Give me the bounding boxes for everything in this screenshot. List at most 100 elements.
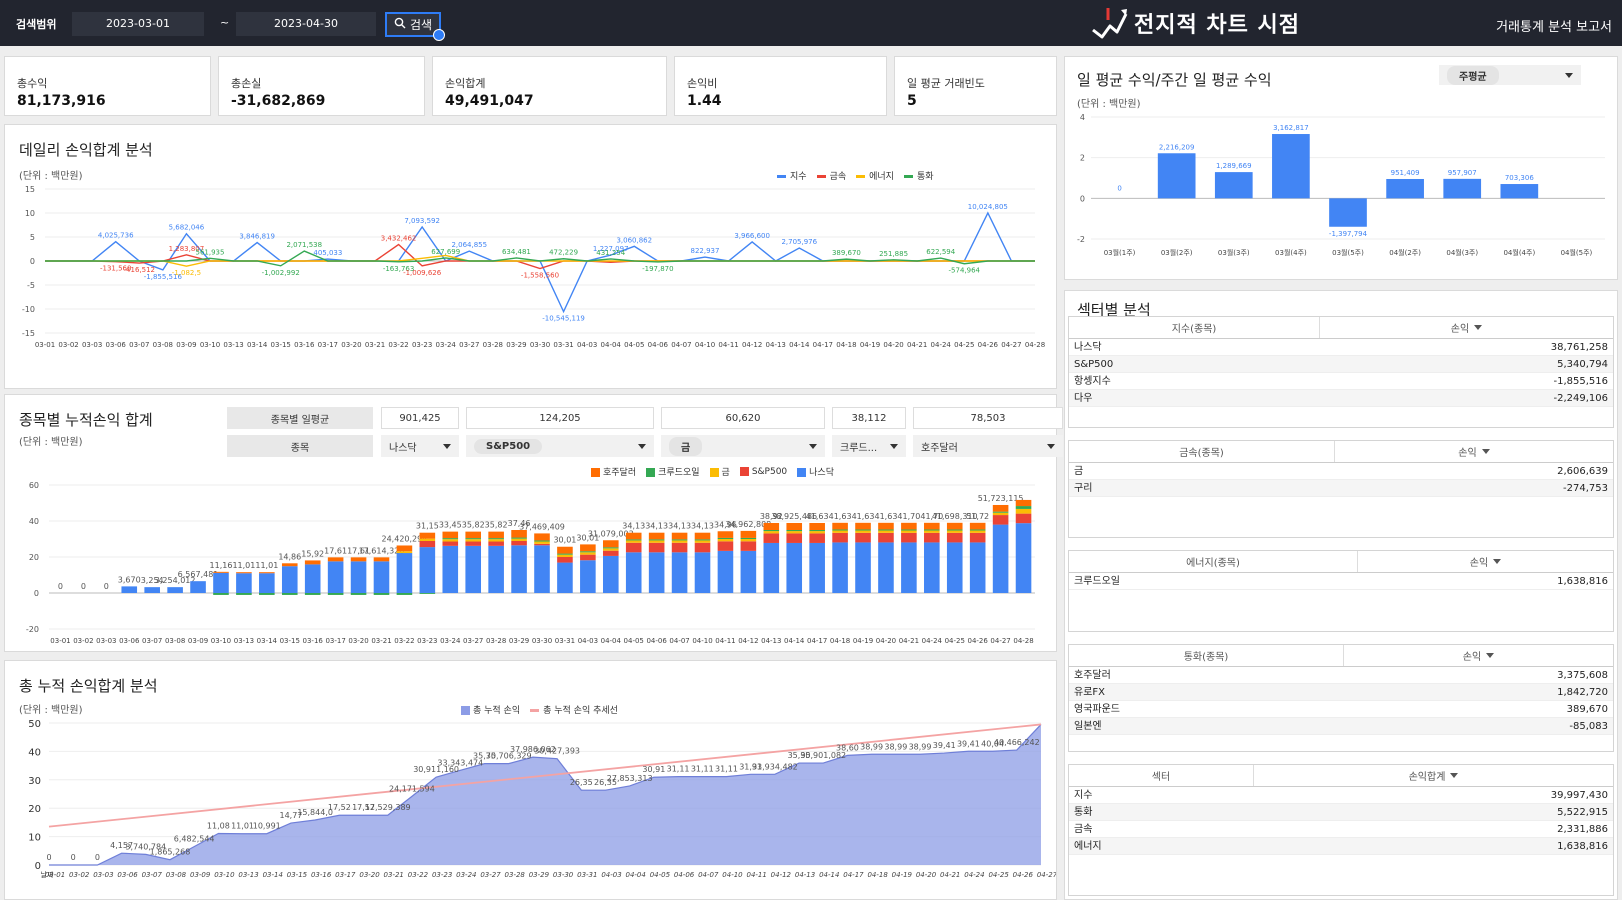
column-header-pnl[interactable]: 손익: [1319, 317, 1613, 338]
kpi-profit-ratio: 손익비 1.44: [674, 56, 887, 116]
bar-S&P500: [855, 532, 871, 543]
bar-S&P500: [717, 541, 734, 551]
x-tick-label: 04-04: [601, 637, 622, 645]
x-tick-label: 03-13: [223, 341, 243, 349]
x-tick-label: 04-11: [718, 341, 738, 349]
bar-나스닥: [213, 572, 229, 593]
x-tick-label: 03-23: [417, 637, 437, 645]
sector-table-index: 지수(종목) 손익 나스닥 38,761,258 S&P500 5,340,794 항…: [1068, 316, 1614, 428]
x-tick-label: 04-17: [813, 341, 833, 349]
column-header-item[interactable]: 에너지(종목): [1186, 558, 1240, 569]
item-dropdown-4[interactable]: 크루드...: [832, 435, 906, 457]
weekly-avg-title: 일 평균 수익/주간 일 평균 수익: [1077, 71, 1272, 89]
y-tick-label: -2: [1077, 235, 1085, 244]
kpi-daily-trade-frequency: 일 평균 거래빈도 5: [894, 56, 1057, 116]
x-tick-label: 04-27: [1001, 341, 1021, 349]
column-header-item[interactable]: 지수(종목): [1171, 324, 1217, 335]
column-header-item[interactable]: 통화(종목): [1183, 652, 1229, 663]
data-label: 4,025,736: [98, 232, 134, 240]
data-label: 251,885: [879, 250, 908, 258]
bar-나스닥: [809, 542, 825, 593]
y-tick-label: 0: [35, 861, 41, 872]
weekly-period-dropdown[interactable]: 주평균: [1439, 65, 1581, 85]
bar-크루드오일: [648, 539, 665, 541]
kpi-title: 손익합계: [445, 77, 486, 90]
column-header-pnl-total[interactable]: 손익합계: [1253, 765, 1613, 786]
data-label: 40,04: [981, 739, 1004, 748]
x-tick-label: 04-04: [626, 871, 646, 879]
column-header-pnl[interactable]: 손익: [1357, 551, 1613, 572]
data-label: 2,071,538: [286, 241, 322, 249]
bar-S&P500: [878, 532, 894, 543]
bar-호주달러: [236, 572, 252, 574]
data-label: 33,343,474: [437, 758, 483, 767]
x-tick-label: 03-13: [234, 637, 254, 645]
weekly-bar: [1443, 178, 1482, 199]
item-dropdown-2[interactable]: S&P500: [466, 435, 654, 457]
bar-호주달러: [488, 531, 504, 539]
start-date-field[interactable]: 2023-03-01: [72, 12, 204, 36]
x-tick-label: 03월(2주): [1161, 248, 1193, 257]
x-tick-label: 03-28: [486, 637, 506, 645]
data-label: 1,289,669: [1216, 162, 1252, 170]
top-bar: 검색범위 2023-03-01 ~ 2023-04-30 검색 전지적 차트 시…: [0, 0, 1622, 46]
data-label: 30,91: [642, 765, 665, 774]
x-tick-label: 03월(5주): [1332, 248, 1364, 257]
data-label: 51,723,115: [978, 494, 1024, 503]
column-header-item[interactable]: 금속(종목): [1179, 448, 1224, 459]
kpi-net-pnl: 손익합계 49,491,047: [432, 56, 667, 116]
x-tick-label: 03-22: [394, 637, 414, 645]
data-label: 38,925,486: [771, 512, 817, 521]
data-label: 2,064,855: [451, 241, 487, 249]
item-dropdown-3[interactable]: 금: [661, 435, 825, 457]
trend-line: [48, 723, 1042, 828]
bar-나스닥: [671, 552, 688, 593]
x-tick-label: 04-18: [830, 637, 850, 645]
total-cumulative-unit: (단위 : 백만원): [19, 705, 83, 716]
x-tick-label: 03-24: [436, 341, 457, 349]
bar-호주달러: [671, 532, 688, 540]
column-header-pnl[interactable]: 손익: [1334, 441, 1613, 462]
data-label: 17,529,389: [365, 803, 411, 812]
bar-나스닥: [625, 552, 642, 593]
item-dropdown-5[interactable]: 호주달러: [913, 435, 1063, 457]
column-header-sector[interactable]: 섹터: [1151, 772, 1171, 783]
y-tick-label: 15: [25, 185, 35, 194]
item-dropdown-1[interactable]: 나스닥: [381, 435, 459, 457]
x-tick-label: 03-24: [440, 637, 461, 645]
data-label: 41,70: [897, 512, 920, 521]
daily-pnl-panel: 데일리 손익합계 분석 (단위 : 백만원) 지수 금속 에너지 통화 15 10…: [4, 124, 1057, 389]
resize-handle[interactable]: [433, 29, 445, 41]
bar-나스닥: [488, 545, 504, 593]
data-label: -574,964: [949, 267, 981, 275]
weekly-avg-unit: (단위 : 백만원): [1077, 99, 1141, 110]
bar-크루드오일: [924, 529, 940, 531]
data-label: 11,01: [231, 822, 254, 831]
bar-호주달러: [992, 504, 1009, 512]
table-row: 지수 39,997,430: [1069, 787, 1613, 804]
weekly-bar: [1386, 178, 1424, 199]
data-label: 33,45: [439, 521, 462, 530]
bar-S&P500: [442, 541, 459, 546]
data-label: 6,482,544: [174, 835, 215, 844]
bar-나스닥: [190, 581, 206, 593]
x-tick-label: 03-15: [271, 341, 291, 349]
sector-table-energy: 에너지(종목) 손익 크루드오일 1,638,816: [1068, 550, 1614, 632]
search-button[interactable]: 검색: [385, 12, 445, 41]
bar-나스닥: [786, 542, 803, 593]
bar-S&P500: [625, 542, 642, 553]
bar-호주달러: [878, 522, 894, 530]
data-label: -10,545,119: [542, 315, 585, 323]
bar-금: [465, 539, 482, 542]
data-label: 35,82: [485, 521, 508, 530]
column-header-pnl[interactable]: 손익: [1343, 645, 1613, 666]
data-label: 34,962,808: [725, 520, 771, 529]
bar-나스닥: [602, 555, 619, 593]
bar-S&P500: [924, 532, 940, 543]
bar-크루드오일: [419, 593, 436, 594]
bar-호주달러: [350, 557, 367, 562]
data-label: 35,901,082: [800, 751, 846, 760]
data-label: -1,558,560: [521, 271, 559, 279]
end-date-field[interactable]: 2023-04-30: [236, 12, 376, 36]
